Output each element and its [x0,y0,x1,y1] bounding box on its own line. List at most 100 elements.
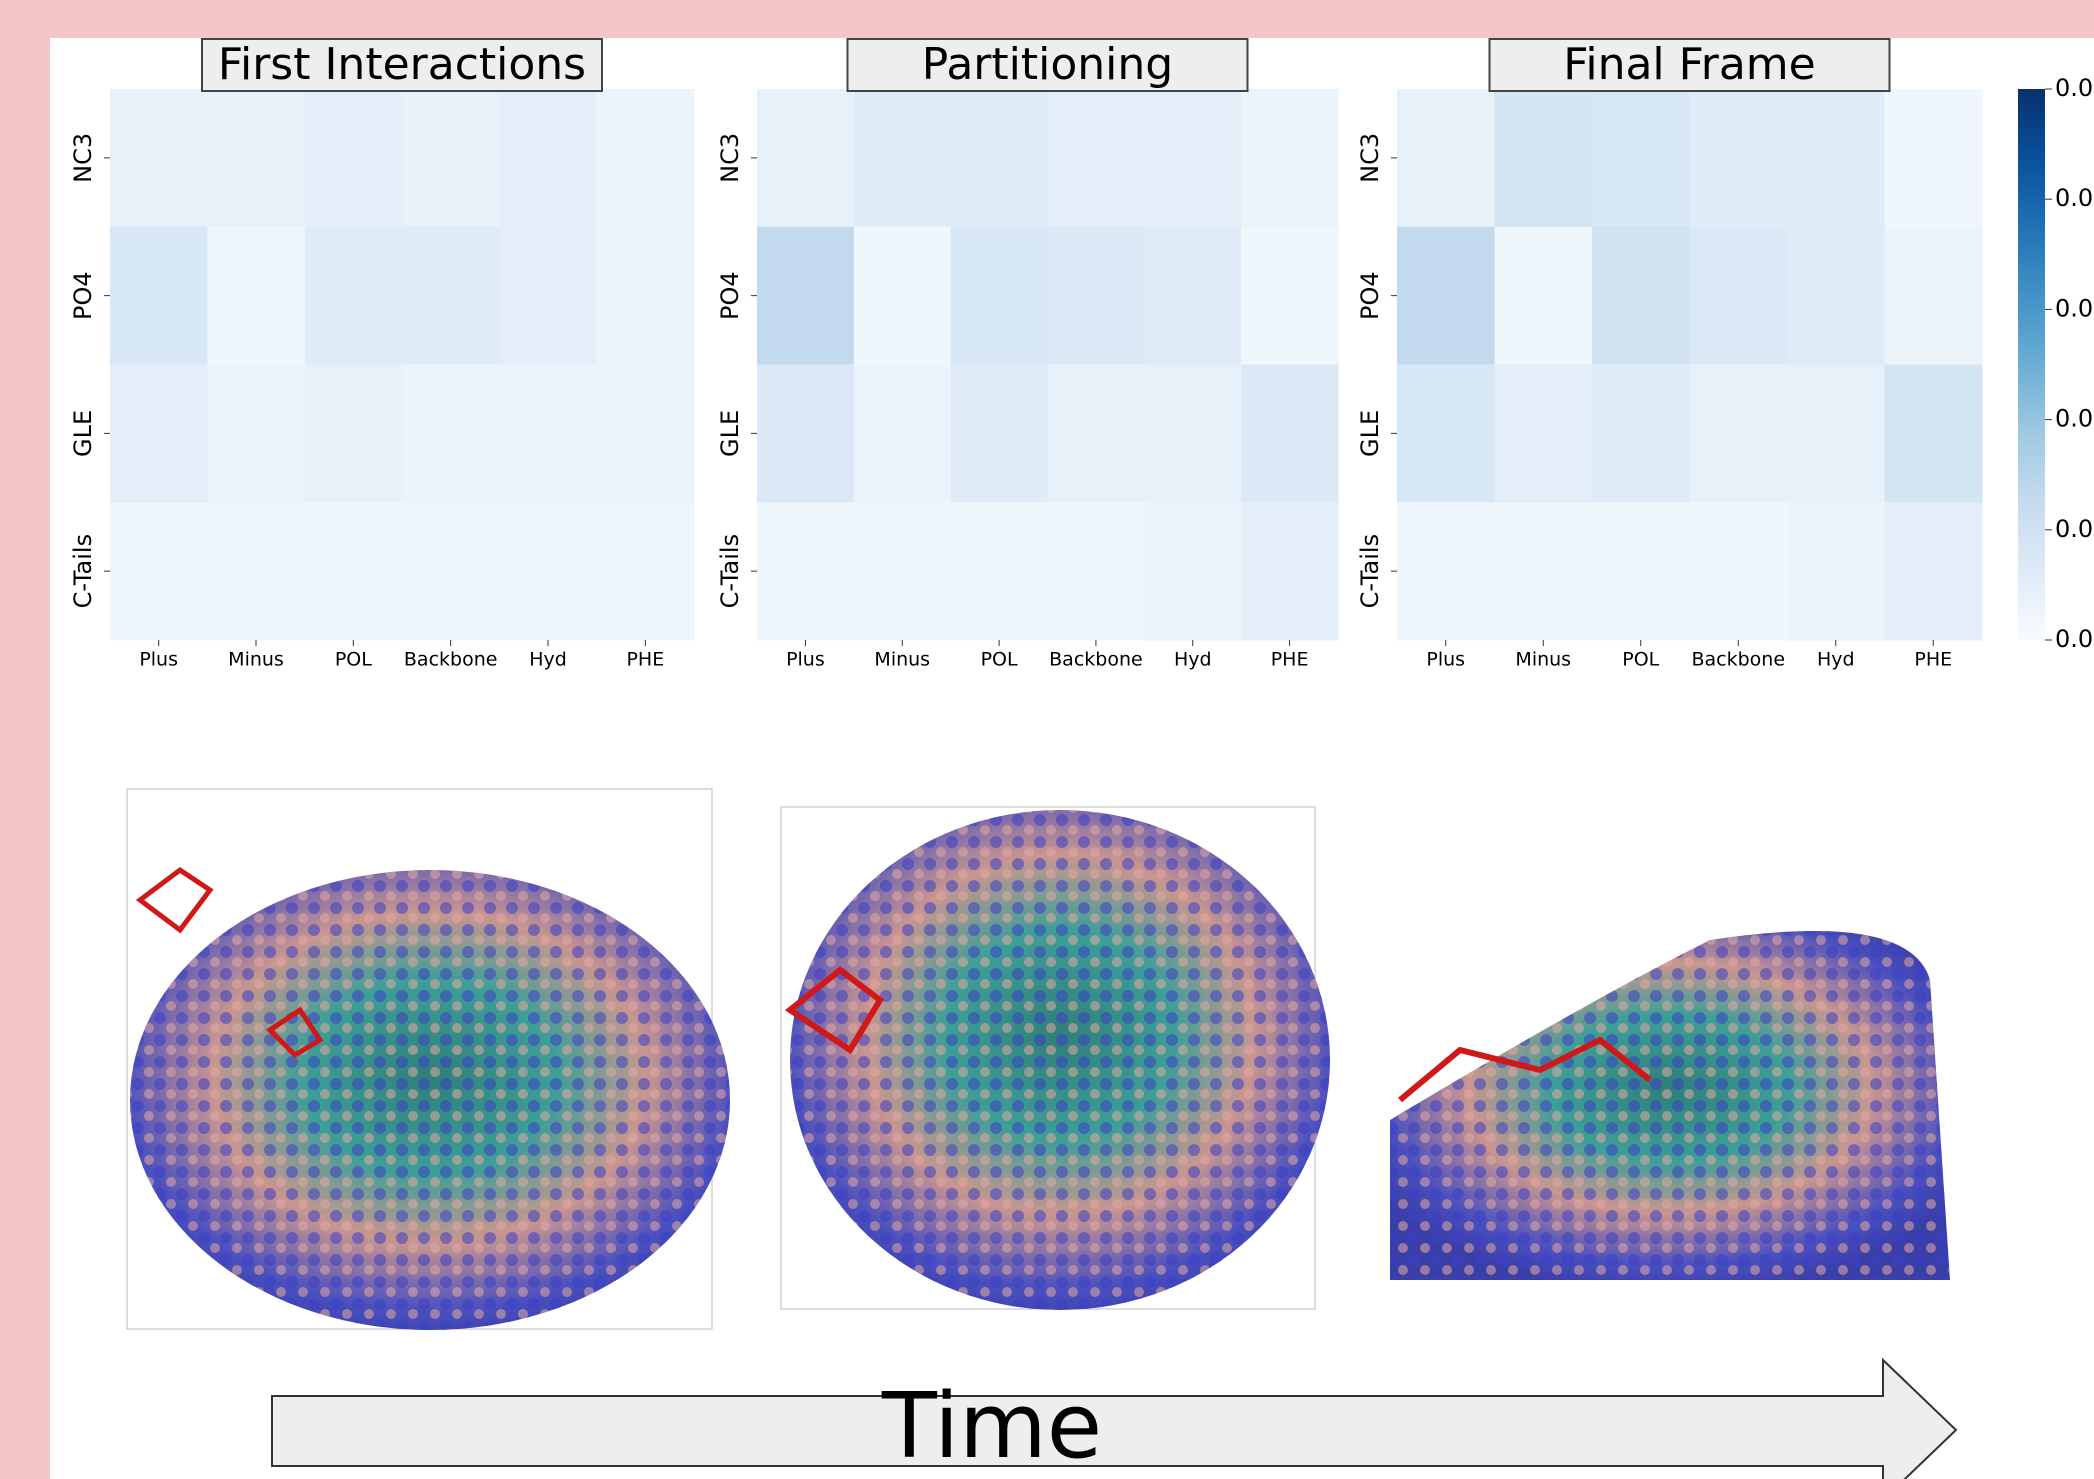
heatmap-cell [207,226,306,365]
x-tick-label: Backbone [404,649,498,671]
y-tick-label: C-Tails [69,534,97,608]
heatmap-cell [1144,226,1242,365]
colorbar [2018,89,2045,640]
colorbar-tick-label: 0.0 [2055,625,2093,653]
heatmap-cell [1144,364,1242,503]
heatmap-cell [1144,89,1242,228]
heatmap-cell [853,364,952,503]
render-3 [1385,789,2014,1329]
heatmap-cell [1241,89,1339,228]
x-tick-label: PHE [626,649,664,671]
panel-title: First Interactions [218,39,586,90]
y-tick-label: C-Tails [1356,534,1384,608]
y-tick-label: PO4 [716,271,744,320]
panel-title: Partitioning [922,39,1173,90]
heatmap-cell [757,502,855,641]
heatmap-cell [596,226,695,365]
heatmap-cell [304,226,403,365]
heatmap-cell [1592,226,1690,365]
heatmap-cell [1787,364,1885,503]
x-tick-label: PHE [1914,649,1952,671]
title-box [846,38,1249,92]
heatmap-cell [596,364,695,503]
x-tick-label: Hyd [529,649,567,671]
heatmap-cell [1047,364,1145,503]
render-2 [780,806,1330,1310]
time-arrow: Time [271,1357,1958,1479]
heatmap-cell [757,89,855,228]
heatmap-cell [304,502,403,641]
x-tick-label: Plus [1426,649,1465,671]
heatmap-cell [853,89,952,228]
heatmap-cell [596,502,695,641]
heatmap-cell [950,226,1048,365]
heatmap-cell [1241,364,1339,503]
heatmap-cell [1144,502,1242,641]
x-tick-label: Plus [786,649,825,671]
heatmap-cell [1047,89,1145,228]
heatmap-cell [1397,89,1495,228]
y-tick-label: PO4 [69,271,97,320]
x-tick-label: Plus [139,649,178,671]
heatmap-cell [499,364,598,503]
panel-title: Final Frame [1563,39,1815,90]
heatmap-cell [950,364,1048,503]
heatmap-cell [1494,226,1593,365]
heatmap-cell [1884,364,1983,503]
heatmap-cell [1494,364,1593,503]
heatmap-cell [1397,226,1495,365]
heatmap-cell [499,226,598,365]
heatmap-cell [304,364,403,503]
heatmap-cell [1494,89,1593,228]
heatmap-cell [1787,226,1885,365]
x-tick-label: Minus [228,649,284,671]
heatmap-cell [1787,89,1885,228]
heatmap-cell [499,502,598,641]
heatmap-cell [950,502,1048,641]
heatmap-cell [1241,502,1339,641]
x-tick-label: Hyd [1174,649,1212,671]
heatmap-cell [1592,502,1690,641]
x-tick-label: POL [981,649,1018,671]
time-label: Time [881,1374,1102,1479]
heatmap-cell [304,89,403,228]
heatmap-cell [110,226,208,365]
heatmap-cell [207,89,306,228]
heatmap-cell [853,226,952,365]
heatmap-cell [1592,364,1690,503]
heatmap-cell [110,364,208,503]
x-tick-label: Minus [874,649,930,671]
heatmap-cell [110,502,208,641]
y-tick-label: GLE [69,410,97,457]
heatmap-cell [1397,502,1495,641]
heatmap-cell [1689,502,1788,641]
y-tick-label: NC3 [1356,133,1384,183]
colorbar-tick-label: 0.0 [2055,184,2093,212]
heatmap-cell [1397,364,1495,503]
heatmap-cell [1592,89,1690,228]
heatmap-cell [402,364,500,503]
x-tick-label: Backbone [1691,649,1785,671]
heatmap-cell [110,89,208,228]
heatmap-cell [757,364,855,503]
y-tick-label: GLE [716,410,744,457]
x-tick-label: POL [335,649,372,671]
colorbar-tick-label: 0.0 [2055,74,2093,102]
heatmap-cell [596,89,695,228]
heatmap-cell [499,89,598,228]
heatmap-cell [1689,364,1788,503]
colorbar-tick-label: 0.0 [2055,294,2093,322]
y-tick-label: C-Tails [716,534,744,608]
heatmap-cell [1884,502,1983,641]
y-tick-label: GLE [1356,410,1384,457]
heatmap-cell [402,502,500,641]
heatmap-cell [1884,226,1983,365]
heatmap-cell [402,89,500,228]
heatmap-cell [757,226,855,365]
heatmap-cell [950,89,1048,228]
heatmap-cell [1241,226,1339,365]
heatmap-cell [207,502,306,641]
colorbar-tick-label: 0.0 [2055,405,2093,433]
render-1 [126,788,730,1330]
